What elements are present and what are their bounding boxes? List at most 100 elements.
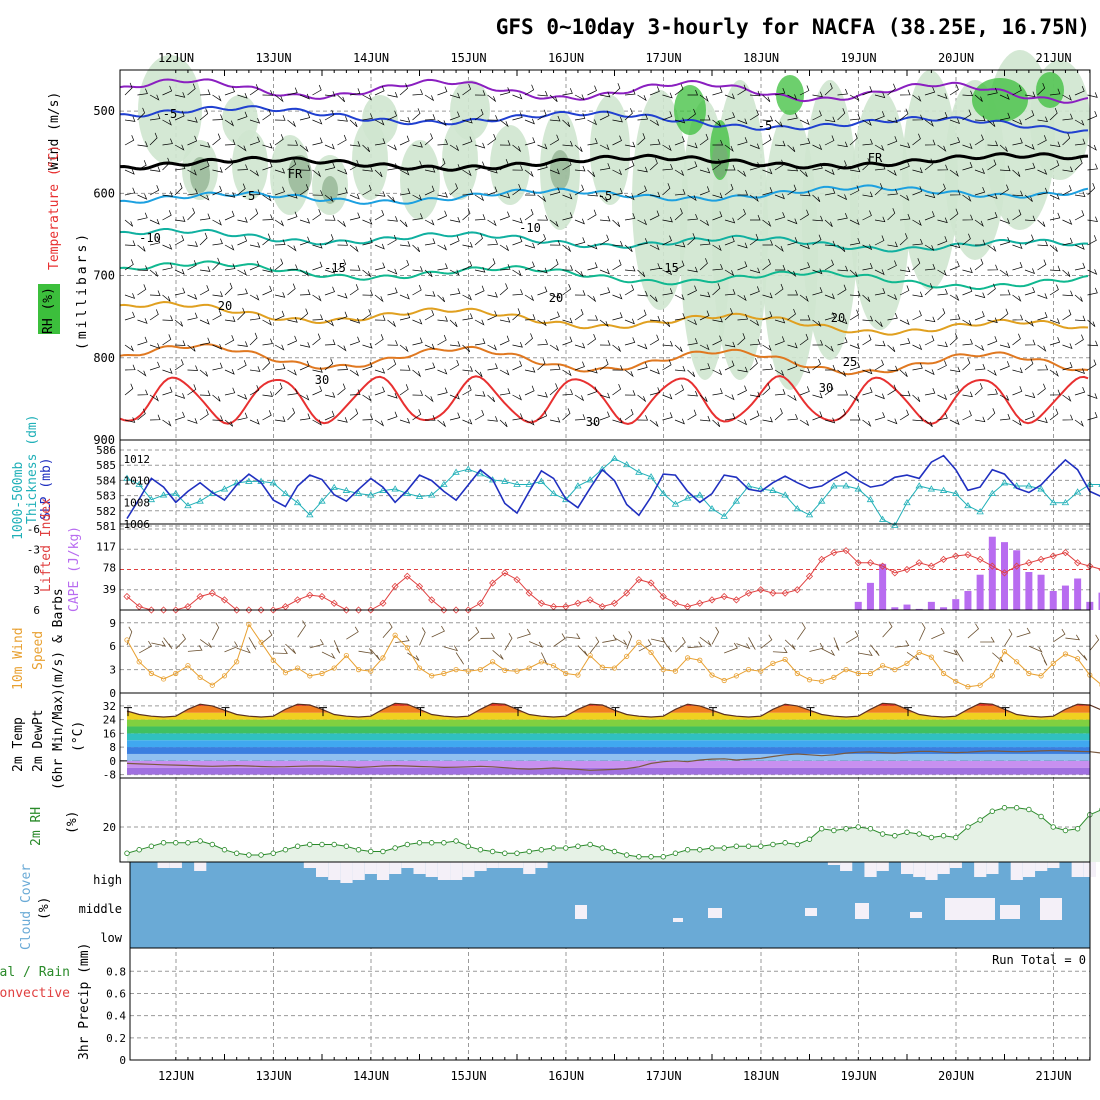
wind-barb — [799, 119, 810, 126]
wind-barb — [1062, 290, 1074, 297]
wind-barb — [824, 293, 835, 300]
temp-band — [127, 747, 1090, 754]
wind-speed-point — [611, 665, 618, 671]
wind-barb — [624, 194, 635, 201]
wind-barb — [424, 133, 433, 146]
wind-barb — [162, 294, 171, 302]
wind-barb — [774, 159, 784, 171]
wind-barb — [512, 308, 521, 321]
wind-barb — [674, 208, 683, 221]
rh2m-area — [127, 807, 1100, 862]
rh2m-point — [282, 847, 289, 853]
wind-barb — [562, 389, 574, 396]
surface-wind-barb — [1065, 634, 1081, 641]
wind-barb — [174, 144, 185, 151]
thickness-point — [610, 454, 619, 462]
wind-barb — [287, 192, 298, 199]
wind-barb — [212, 415, 224, 421]
wind-barb — [499, 283, 508, 296]
wind-barb — [674, 136, 685, 146]
wind-barb — [937, 217, 948, 224]
wind-barb — [474, 161, 485, 171]
high-cloud-gap — [352, 862, 365, 880]
wind-barb — [549, 94, 558, 103]
wind-barb — [474, 369, 483, 378]
wind-barb — [824, 83, 833, 96]
wind-barb — [862, 191, 873, 198]
wind-barb — [574, 269, 584, 278]
wind-barb — [274, 186, 285, 196]
wind-barb — [624, 265, 636, 272]
wind-barb — [437, 158, 446, 171]
temp-min-max-marker — [709, 707, 717, 717]
bottom-date-label: 14JUN — [353, 1069, 389, 1083]
wind-barb — [899, 319, 910, 326]
surface-wind-barb — [1004, 628, 1013, 647]
wind-barb — [212, 238, 223, 246]
wind-barb — [825, 364, 836, 371]
wind-barb — [324, 109, 335, 121]
wind-barb — [412, 160, 423, 171]
wind-barb — [775, 264, 786, 271]
wind-barb — [824, 344, 834, 353]
wind-barb — [537, 339, 549, 346]
wind-barb — [762, 344, 772, 352]
mid-cloud-gap — [805, 908, 817, 916]
wind-barb — [287, 317, 298, 323]
wind-barb — [249, 385, 260, 396]
wind-barb — [699, 133, 709, 146]
wind-speed-point — [124, 637, 130, 643]
wind-barb — [149, 94, 160, 101]
surface-wind-barb — [626, 631, 633, 650]
wind-barb — [812, 194, 821, 202]
wind-barb — [812, 358, 821, 371]
wind-barb — [474, 285, 485, 296]
lifted-index-point — [294, 596, 302, 604]
wind-barb — [324, 143, 335, 150]
wind-barb — [574, 237, 586, 246]
wind-barb — [574, 165, 586, 172]
wind-barb — [899, 369, 908, 377]
wind-barb — [174, 92, 186, 98]
surface-wind-barb — [309, 638, 324, 649]
wind-barb — [249, 332, 258, 346]
wind-barb — [962, 233, 971, 246]
wind-barb — [899, 409, 909, 421]
surface-wind-barb — [467, 626, 480, 642]
wind-barb — [774, 388, 786, 396]
wind-barb — [449, 216, 461, 223]
lifted-index-point — [988, 562, 996, 570]
wind-barb — [349, 369, 360, 377]
wind-barb — [137, 244, 146, 252]
wind-barb — [862, 315, 874, 322]
wind-barb — [487, 291, 498, 298]
wind-barb — [899, 233, 908, 246]
surface-wind-barb — [784, 639, 796, 650]
wind-barb — [849, 113, 861, 121]
wind-barb — [587, 209, 597, 221]
wind-barb — [1037, 82, 1046, 96]
wind-barb — [412, 141, 423, 148]
wind-barb — [199, 266, 211, 272]
wind-barb — [137, 336, 148, 346]
wind-barb — [462, 260, 473, 271]
thickness-point — [976, 508, 984, 515]
wind-barb — [537, 215, 549, 221]
lifted-index-point — [781, 589, 789, 597]
wind-barb — [324, 162, 336, 171]
wind-barb — [787, 342, 798, 349]
pressure-tick-label: 500 — [93, 104, 115, 118]
surface-wind-barb — [894, 640, 910, 648]
lifted-index-tick-label: 6 — [33, 604, 40, 617]
mid-cloud-gap — [910, 912, 922, 918]
wind-barb — [224, 158, 234, 171]
wind-barb — [487, 219, 497, 227]
wind-barb — [599, 163, 611, 171]
thickness-point — [501, 477, 509, 484]
wind-barb — [1012, 169, 1021, 177]
high-cloud-gap — [413, 862, 426, 874]
thickness-point — [939, 486, 948, 493]
wind-barb — [624, 284, 635, 296]
rh-mid-shading — [322, 176, 338, 204]
wind-barb — [224, 139, 236, 146]
